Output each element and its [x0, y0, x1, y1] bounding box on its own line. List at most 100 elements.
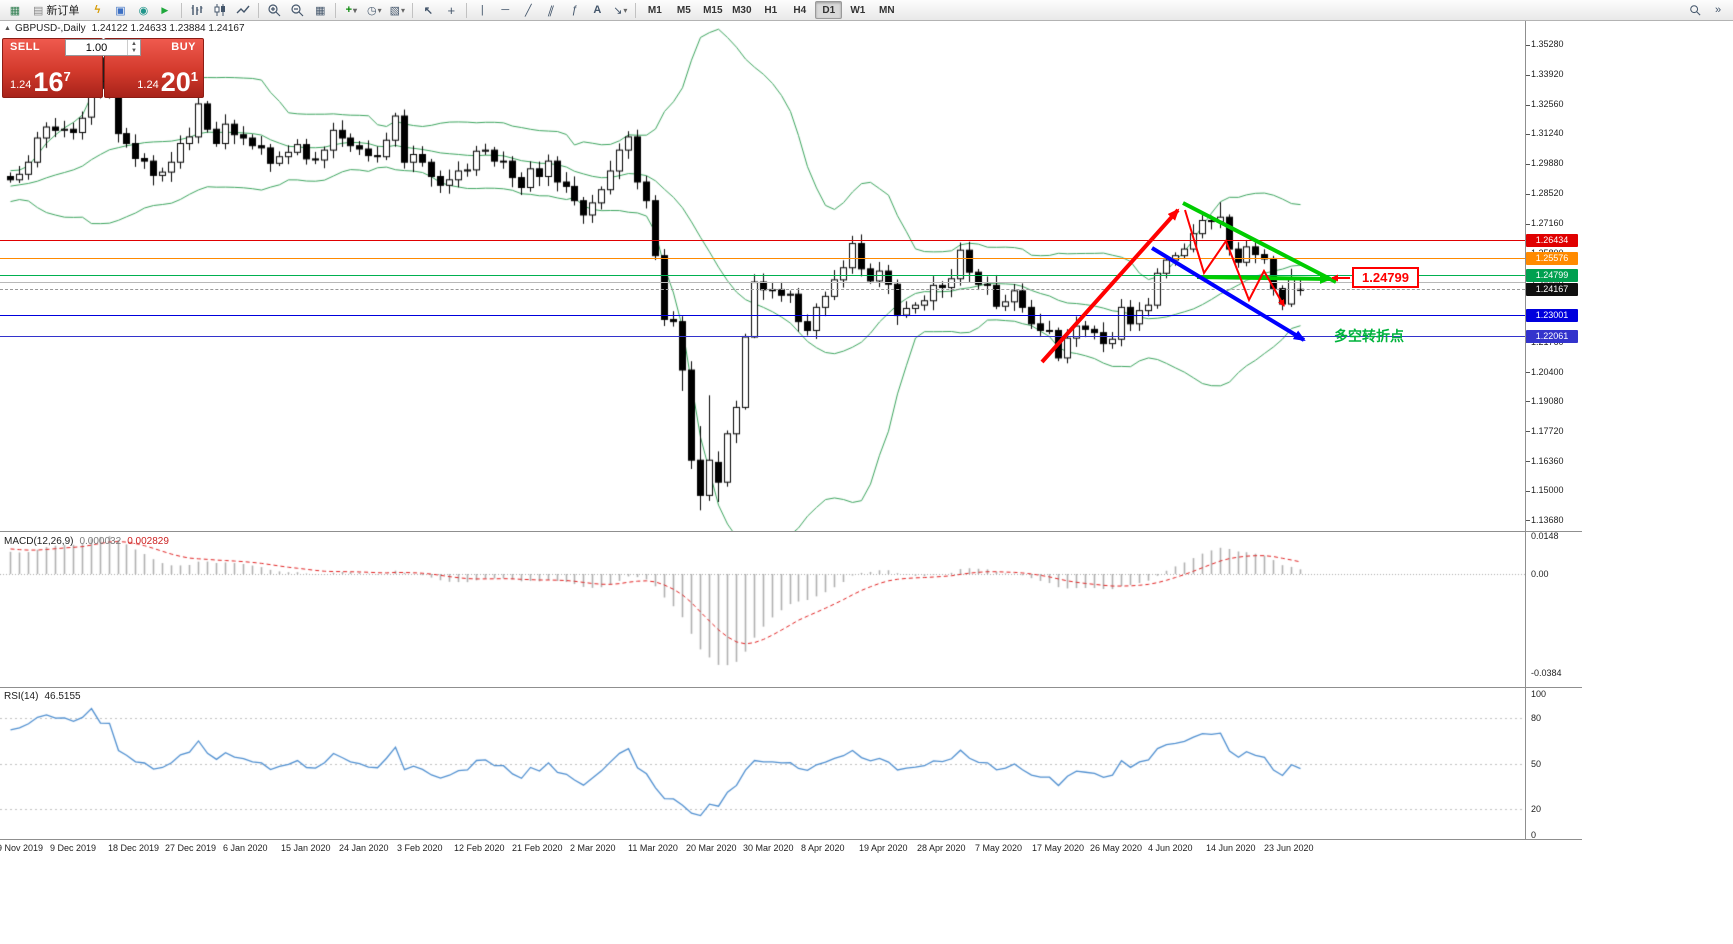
rsi-scale-label: 100: [1531, 689, 1547, 699]
rsi-scale-label: 20: [1531, 804, 1542, 814]
hline-silver[interactable]: [0, 282, 1525, 283]
price-label-1.25576: 1.25576: [1526, 252, 1578, 265]
navigator-icon[interactable]: ▣: [115, 4, 126, 17]
zoom-in-icon[interactable]: [263, 1, 285, 20]
marketwatch-icon[interactable]: ◉: [138, 4, 149, 17]
rsi-scale-label: 0: [1531, 830, 1537, 840]
date-label: 4 Jun 2020: [1148, 843, 1193, 853]
hline-1.22061[interactable]: [0, 336, 1525, 337]
panel-separator[interactable]: [0, 531, 1582, 532]
timeframe-button-M30[interactable]: M30: [732, 4, 752, 16]
hline-1.24167[interactable]: [0, 289, 1525, 290]
date-label: 12 Feb 2020: [454, 843, 505, 853]
toolbar-separator: [635, 2, 637, 18]
price-tick-label: 1.31240: [1531, 128, 1564, 138]
templates-icon[interactable]: ▧ ▾: [389, 4, 406, 17]
one-click-trading-panel: SELL 1.24 16 7 BUY 1.24 20 1 1.00 ▲ ▼: [2, 38, 204, 98]
blue-downtrend-arrow[interactable]: [1150, 246, 1306, 342]
wedge-lower-line[interactable]: [1196, 273, 1332, 284]
panel-separator[interactable]: [0, 687, 1582, 688]
line-chart-icon[interactable]: [232, 1, 254, 20]
hline-1.25576[interactable]: [0, 258, 1525, 259]
search-icon[interactable]: [1684, 1, 1706, 20]
price-label-1.24799: 1.24799: [1526, 269, 1578, 282]
macd-scale-label: 0.0148: [1531, 531, 1559, 541]
trendline-icon[interactable]: ╱: [525, 4, 532, 17]
timeframe-button-D1[interactable]: D1: [815, 1, 843, 19]
red-zigzag-path[interactable]: [1184, 209, 1285, 307]
channel-icon[interactable]: ∥: [546, 4, 556, 17]
lot-spin-up-icon[interactable]: ▲: [131, 40, 137, 47]
indicators-icon[interactable]: + ▾: [345, 4, 358, 16]
date-label: 30 Mar 2020: [743, 843, 794, 853]
fibonacci-icon[interactable]: ƒ: [571, 4, 578, 16]
lot-size-value[interactable]: 1.00: [85, 41, 108, 54]
wedge-upper-line[interactable]: [1182, 201, 1337, 284]
macd-canvas[interactable]: [0, 532, 1525, 687]
hline-1.23001[interactable]: [0, 315, 1525, 316]
macd-main-value: 0.000032: [79, 536, 122, 547]
sell-button[interactable]: SELL 1.24 16 7: [2, 38, 103, 98]
one-click-toggle-icon[interactable]: ▲: [4, 25, 11, 32]
metaeditor-icon[interactable]: ϟ: [94, 4, 101, 16]
price-axis-border: [1525, 21, 1526, 839]
price-tick-label: 1.35280: [1531, 39, 1564, 49]
date-label: 3 Feb 2020: [397, 843, 443, 853]
panel-separator[interactable]: [0, 839, 1582, 840]
price-tick-mark: [1526, 105, 1530, 106]
chart-icon[interactable]: ▦: [9, 4, 21, 17]
new-order-label: 新订单: [46, 5, 80, 17]
vertical-line-icon[interactable]: |: [480, 4, 484, 16]
price-tick-label: 1.33920: [1531, 69, 1564, 79]
lot-spin-down-icon[interactable]: ▼: [131, 47, 137, 54]
timeframe-button-H1[interactable]: H1: [764, 4, 778, 16]
date-label: 2 Mar 2020: [570, 843, 616, 853]
hline-1.26434[interactable]: [0, 240, 1525, 241]
horizontal-line-icon[interactable]: ─: [501, 4, 510, 16]
hline-1.24799[interactable]: [0, 275, 1525, 276]
chart-symbol-period: GBPUSD-,Daily: [15, 23, 86, 34]
price-label-1.23001: 1.23001: [1526, 309, 1578, 322]
timeframe-button-MN[interactable]: MN: [879, 4, 895, 16]
date-label: 14 Jun 2020: [1206, 843, 1256, 853]
lot-size-input[interactable]: 1.00 ▲ ▼: [65, 39, 141, 56]
timeframe-button-W1[interactable]: W1: [850, 4, 866, 16]
toolbar-separator: [466, 2, 468, 18]
date-label: 29 Nov 2019: [0, 843, 44, 853]
macd-signal-value: 0.002829: [127, 536, 169, 547]
candlestick-chart-icon[interactable]: [209, 1, 231, 20]
tile-windows-icon[interactable]: ▦: [315, 4, 326, 17]
toolbar-separator: [412, 2, 414, 18]
timeframe-button-H4[interactable]: H4: [793, 4, 807, 16]
zoom-out-icon[interactable]: [286, 1, 308, 20]
autotrading-button[interactable]: ▶: [155, 1, 177, 20]
sell-price: 1.24 16 7: [10, 67, 71, 97]
new-order-button[interactable]: ▤ 新订单: [27, 1, 85, 20]
timeframe-button-M1[interactable]: M1: [647, 4, 662, 16]
rsi-title: RSI(14) 46.5155: [4, 691, 81, 702]
toolbar-overflow-icon[interactable]: »: [1714, 4, 1722, 16]
crosshair-icon[interactable]: +: [447, 2, 456, 18]
date-label: 11 Mar 2020: [628, 843, 678, 853]
periods-icon[interactable]: ◷ ▾: [367, 4, 382, 17]
toolbar-separator: [335, 2, 337, 18]
buy-price: 1.24 20 1: [137, 67, 198, 97]
price-label-1.24167: 1.24167: [1526, 283, 1578, 296]
toolbar-separator: [258, 2, 260, 18]
arrows-icon[interactable]: ↘ ▾: [613, 4, 628, 17]
rsi-value: 46.5155: [44, 691, 81, 702]
timeframe-button-M5[interactable]: M5: [676, 4, 691, 16]
rsi-canvas[interactable]: [0, 688, 1525, 839]
text-label-icon[interactable]: A: [593, 4, 602, 16]
dropdown-icon: ▾: [353, 5, 358, 15]
timeframe-button-M15[interactable]: M15: [703, 4, 723, 16]
price-tick-label: 1.28520: [1531, 188, 1564, 198]
rsi-scale-label: 50: [1531, 759, 1542, 769]
red-uptrend-arrow[interactable]: [1040, 208, 1180, 364]
turning-point-label[interactable]: 多空转折点: [1334, 328, 1404, 344]
price-tick-mark: [1526, 431, 1530, 432]
cursor-icon[interactable]: ↖: [423, 4, 433, 17]
bar-chart-icon[interactable]: [186, 1, 208, 20]
price-callout[interactable]: 1.24799: [1352, 267, 1419, 288]
date-label: 28 Apr 2020: [917, 843, 966, 853]
